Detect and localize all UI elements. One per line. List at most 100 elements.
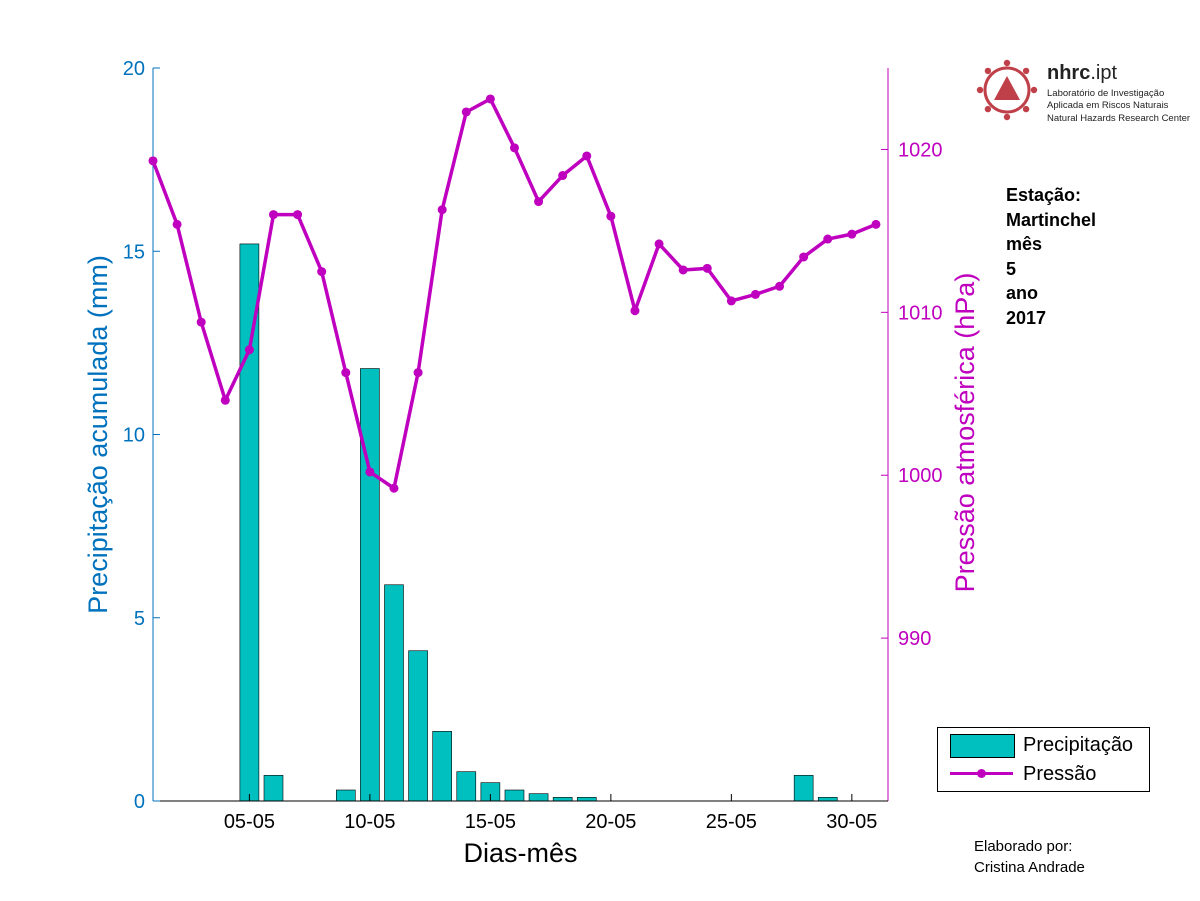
legend-swatch-bar — [950, 734, 1015, 758]
pressure-point — [244, 345, 254, 355]
pressure-point — [196, 317, 206, 327]
pressure-point — [606, 211, 616, 221]
month-label: mês — [1006, 234, 1043, 254]
pressure-point — [702, 263, 712, 273]
pressure-point — [558, 171, 568, 181]
y-right-tick-label: 1020 — [898, 139, 943, 161]
logo-cog-tooth — [984, 67, 992, 75]
logo-cog-tooth — [1022, 105, 1030, 113]
credit-line-2: Cristina Andrade — [974, 859, 1085, 876]
y-left-tick-label: 5 — [134, 608, 145, 630]
month-value: 5 — [1006, 258, 1017, 279]
legend-label-pressure: Pressão — [1023, 763, 1097, 785]
precipitation-bar — [793, 775, 814, 802]
pressure-point — [630, 306, 640, 316]
x-tick-label: 20-05 — [585, 811, 636, 833]
legend: Precipitação Pressão — [937, 727, 1150, 792]
legend-swatch-marker — [977, 769, 986, 778]
pressure-point — [799, 252, 809, 262]
y-left-tick-label: 10 — [123, 425, 145, 447]
pressure-point — [220, 395, 230, 405]
y-right-axis-title: Pressão atmosférica (hPa) — [950, 273, 980, 593]
station-info: Estação: Martinchel mês 5 ano 2017 — [1006, 183, 1096, 330]
logo-cog-tooth — [984, 105, 992, 113]
logo-title: nhrc.ipt — [1047, 62, 1118, 84]
precipitation-bar — [408, 650, 428, 802]
y-left-tick-label: 0 — [134, 791, 145, 813]
precipitation-bar — [576, 797, 597, 802]
precipitation-bar — [239, 243, 260, 802]
logo-line-3: Natural Hazards Research Center — [1047, 113, 1191, 124]
precipitation-bar — [432, 731, 452, 802]
x-tick-label: 10-05 — [344, 811, 395, 833]
x-tick-label: 30-05 — [826, 811, 877, 833]
logo-cog-tooth — [1030, 86, 1038, 94]
logo-cog-tooth — [1003, 113, 1011, 121]
axis-labels: 0 5 10 15 20 990 1000 1010 1020 05-05 10-05 15-05 20… — [83, 58, 980, 868]
pressure-point — [750, 289, 760, 299]
pressure-point — [823, 234, 833, 244]
year-label: ano — [1006, 283, 1039, 303]
pressure-point — [534, 197, 544, 207]
pressure-point — [847, 229, 857, 239]
credit-line-1: Elaborado por: — [974, 838, 1073, 855]
logo-cog-tooth — [1022, 67, 1030, 75]
pressure-point — [148, 156, 158, 166]
precipitation-bar — [335, 789, 356, 802]
y-left-axis-title: Precipitação acumulada (mm) — [83, 255, 113, 614]
pressure-point — [172, 219, 182, 229]
logo-cog-tooth — [1003, 59, 1011, 67]
pressure-point — [678, 265, 688, 275]
precipitation-bar — [817, 797, 838, 802]
pressure-point — [317, 267, 327, 277]
legend-item-precipitation: Precipitação — [938, 732, 1149, 758]
pressure-point — [341, 368, 351, 378]
precipitation-bar — [528, 793, 549, 802]
year-value: 2017 — [1006, 307, 1047, 328]
station-label: Estação: — [1006, 185, 1082, 205]
x-tick-label: 25-05 — [706, 811, 757, 833]
y-left-tick-label: 20 — [123, 58, 145, 80]
pressure-point — [775, 281, 785, 291]
legend-item-pressure: Pressão — [938, 761, 1149, 787]
pressure-point — [871, 219, 881, 229]
pressure-series-line — [151, 97, 877, 491]
station-name: Martinchel — [1006, 209, 1097, 230]
precipitation-bar — [504, 789, 525, 802]
logo-line-2: Aplicada em Riscos Naturais — [1047, 100, 1169, 111]
author-credit: Elaborado por: Cristina Andrade — [974, 836, 1085, 878]
pressure-line — [148, 94, 881, 493]
x-tick-label: 15-05 — [465, 811, 516, 833]
pressure-point — [509, 143, 519, 153]
pressure-point — [389, 483, 399, 493]
hazard-triangle-cog-icon — [976, 59, 1038, 121]
y-left-tick-label: 15 — [123, 241, 145, 263]
pressure-point — [268, 210, 278, 220]
logo-line-1: Laboratório de Investigação — [1047, 88, 1165, 99]
precipitation-bars — [239, 243, 838, 802]
pressure-point — [365, 467, 375, 477]
pressure-point — [413, 368, 423, 378]
logo-ring — [983, 66, 1031, 114]
x-tick-label: 05-05 — [224, 811, 275, 833]
legend-label-precipitation: Precipitação — [1023, 734, 1134, 756]
pressure-point — [293, 210, 303, 220]
y-right-tick-label: 1010 — [898, 302, 943, 324]
precipitation-bar — [360, 368, 380, 802]
pressure-point — [437, 205, 447, 215]
nhrc-logo: nhrc.ipt Laboratório de Investigação Apl… — [975, 58, 1190, 128]
pressure-point — [485, 94, 495, 104]
x-axis-title: Dias-mês — [463, 838, 577, 868]
pressure-point — [582, 151, 592, 161]
precipitation-bar — [552, 797, 573, 802]
axes — [152, 67, 889, 802]
precipitation-bar — [456, 771, 477, 802]
y-right-tick-label: 990 — [898, 628, 931, 650]
precipitation-bar — [384, 584, 404, 802]
y-right-tick-label: 1000 — [898, 465, 943, 487]
pressure-point — [726, 296, 736, 306]
logo-cog-tooth — [976, 86, 984, 94]
precipitation-bar — [263, 775, 284, 802]
pressure-point — [461, 107, 471, 117]
